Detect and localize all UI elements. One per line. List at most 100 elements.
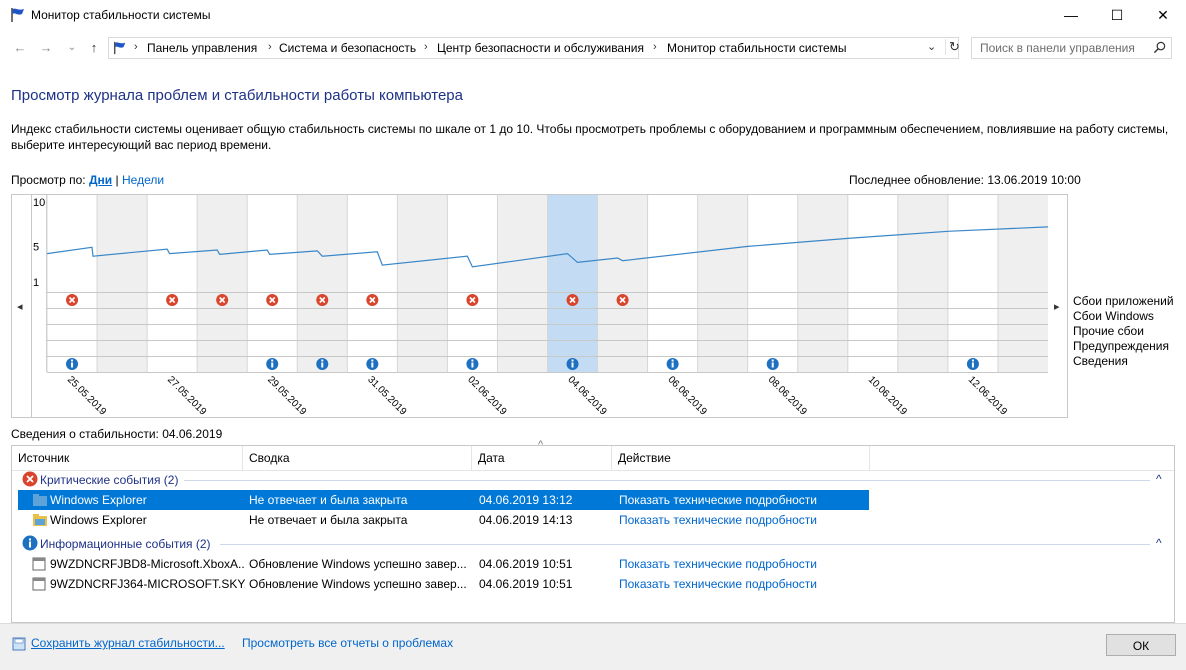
chart-day-column[interactable] bbox=[447, 195, 498, 372]
window-title: Монитор стабильности системы bbox=[31, 8, 211, 22]
breadcrumb-control-panel[interactable]: Панель управления bbox=[147, 41, 258, 55]
chart-day-column[interactable] bbox=[847, 195, 898, 372]
error-icon-mark bbox=[619, 296, 626, 304]
scroll-right-button[interactable]: ▸ bbox=[1054, 301, 1060, 313]
forward-button[interactable]: → bbox=[39, 40, 53, 55]
error-icon-mark bbox=[219, 296, 226, 304]
chart-day-column[interactable] bbox=[897, 195, 948, 372]
title-bar: Монитор стабильности системы — ☐ ✕ bbox=[0, 0, 1186, 32]
error-icon-mark bbox=[569, 296, 576, 304]
close-button[interactable]: ✕ bbox=[1157, 7, 1169, 23]
group-divider bbox=[220, 544, 1150, 545]
row-action-link[interactable]: Показать технические подробности bbox=[619, 577, 817, 591]
breadcrumb-reliability-monitor[interactable]: Монитор стабильности системы bbox=[667, 41, 847, 55]
chart-day-column[interactable] bbox=[597, 195, 648, 372]
search-icon[interactable] bbox=[1153, 41, 1166, 54]
table-row[interactable]: 9WZDNCRFJ364-MICROSOFT.SKY... Обновление… bbox=[18, 574, 869, 594]
info-icon-mark bbox=[371, 362, 374, 368]
row-summary: Обновление Windows успешно завер... bbox=[249, 557, 467, 571]
chart-day-column[interactable] bbox=[697, 195, 748, 372]
chart-day-column[interactable] bbox=[197, 195, 248, 372]
details-label: Сведения о стабильности: 04.06.2019 bbox=[11, 427, 223, 441]
row-action-link[interactable]: Показать технические подробности bbox=[619, 493, 817, 507]
up-button[interactable]: ↑ bbox=[90, 40, 98, 55]
breadcrumb-separator: › bbox=[268, 41, 272, 53]
address-dropdown-button[interactable]: ⌄ bbox=[927, 41, 937, 53]
breadcrumb-system-security[interactable]: Система и безопасность bbox=[279, 41, 417, 55]
info-icon-dot bbox=[571, 359, 574, 362]
info-icon-mark bbox=[271, 362, 274, 368]
address-bar[interactable]: › Панель управления › Система и безопасн… bbox=[108, 37, 960, 59]
table-row[interactable]: Windows Explorer Не отвечает и была закр… bbox=[18, 490, 869, 510]
error-icon-mark bbox=[369, 296, 376, 304]
row-summary: Обновление Windows успешно завер... bbox=[249, 577, 467, 591]
chart-day-column[interactable] bbox=[647, 195, 698, 372]
app-icon bbox=[32, 557, 46, 571]
chart-day-column[interactable] bbox=[797, 195, 848, 372]
table-row[interactable]: 9WZDNCRFJBD8-Microsoft.XboxA... Обновлен… bbox=[18, 554, 869, 574]
info-icon-dot bbox=[971, 359, 974, 362]
chart-day-column[interactable] bbox=[747, 195, 798, 372]
refresh-button[interactable]: ↻ bbox=[945, 39, 960, 55]
details-table: Источник Сводка Дата Действие Критически… bbox=[11, 445, 1175, 623]
row-source: Windows Explorer bbox=[50, 493, 147, 507]
info-icon-dot bbox=[271, 359, 274, 362]
chart-day-column[interactable] bbox=[497, 195, 548, 372]
row-date: 04.06.2019 13:12 bbox=[479, 493, 573, 507]
flag-icon bbox=[114, 41, 126, 55]
group-critical-events[interactable]: Критические события (2) ^ bbox=[12, 470, 1174, 490]
group-divider bbox=[184, 480, 1150, 481]
row-source: 9WZDNCRFJ364-MICROSOFT.SKY... bbox=[50, 577, 245, 591]
chart-day-column[interactable] bbox=[97, 195, 148, 372]
scroll-left-button[interactable]: ◂ bbox=[17, 301, 23, 313]
ok-button[interactable]: ОК bbox=[1106, 634, 1176, 656]
view-by-days-link[interactable]: Дни bbox=[89, 173, 113, 187]
info-icon-mark bbox=[71, 362, 74, 368]
breadcrumb-security-center[interactable]: Центр безопасности и обслуживания bbox=[437, 41, 644, 55]
chart-day-column[interactable] bbox=[347, 195, 398, 372]
maximize-button[interactable]: ☐ bbox=[1110, 7, 1124, 23]
info-icon-mark bbox=[321, 362, 324, 368]
row-action-link[interactable]: Показать технические подробности bbox=[619, 513, 817, 527]
chart-day-column[interactable] bbox=[247, 195, 298, 372]
row-date: 04.06.2019 14:13 bbox=[479, 513, 573, 527]
back-button[interactable]: ← bbox=[13, 40, 27, 55]
info-icon-mark bbox=[671, 362, 674, 368]
view-by-separator: | bbox=[115, 173, 119, 187]
row-action-link[interactable]: Показать технические подробности bbox=[619, 557, 817, 571]
column-header-action[interactable]: Действие bbox=[612, 446, 870, 470]
column-header-source[interactable]: Источник bbox=[12, 446, 243, 470]
save-history-link[interactable]: Сохранить журнал стабильности... bbox=[31, 636, 225, 650]
chart-day-column[interactable] bbox=[47, 195, 98, 372]
chart-day-column[interactable] bbox=[997, 195, 1048, 372]
group-information-events[interactable]: Информационные события (2) ^ bbox=[12, 534, 1174, 554]
error-icon-mark bbox=[469, 296, 476, 304]
chart-day-column[interactable] bbox=[397, 195, 448, 372]
info-icon-dot bbox=[371, 359, 374, 362]
recent-locations-dropdown[interactable]: ⌄ bbox=[67, 42, 77, 53]
error-icon-mark bbox=[319, 296, 326, 304]
chart-row-label: Предупреждения bbox=[1073, 339, 1169, 353]
minimize-button[interactable]: — bbox=[1064, 7, 1078, 23]
info-icon-mark bbox=[571, 362, 574, 368]
view-by-weeks-link[interactable]: Недели bbox=[122, 173, 165, 187]
info-icon-dot bbox=[771, 359, 774, 362]
chart-day-column[interactable] bbox=[947, 195, 998, 372]
table-row[interactable]: Windows Explorer Не отвечает и была закр… bbox=[18, 510, 869, 530]
column-header-summary[interactable]: Сводка bbox=[243, 446, 472, 470]
error-icon-mark bbox=[169, 296, 176, 304]
chart-row-label: Прочие сбои bbox=[1073, 324, 1144, 338]
search-input[interactable]: Поиск в панели управления bbox=[971, 37, 1172, 59]
page-title: Просмотр журнала проблем и стабильности … bbox=[11, 87, 463, 104]
chart-day-column[interactable] bbox=[297, 195, 348, 372]
y-tick-label: 1 bbox=[33, 277, 39, 289]
chart-day-column[interactable] bbox=[547, 195, 598, 372]
view-all-reports-link[interactable]: Просмотреть все отчеты о проблемах bbox=[242, 636, 454, 650]
info-icon-mark bbox=[971, 362, 974, 368]
collapse-icon[interactable]: ^ bbox=[1156, 536, 1162, 550]
column-header-date[interactable]: Дата bbox=[472, 446, 612, 470]
chart-day-column[interactable] bbox=[147, 195, 198, 372]
collapse-icon[interactable]: ^ bbox=[1156, 472, 1162, 486]
row-source: Windows Explorer bbox=[50, 513, 147, 527]
